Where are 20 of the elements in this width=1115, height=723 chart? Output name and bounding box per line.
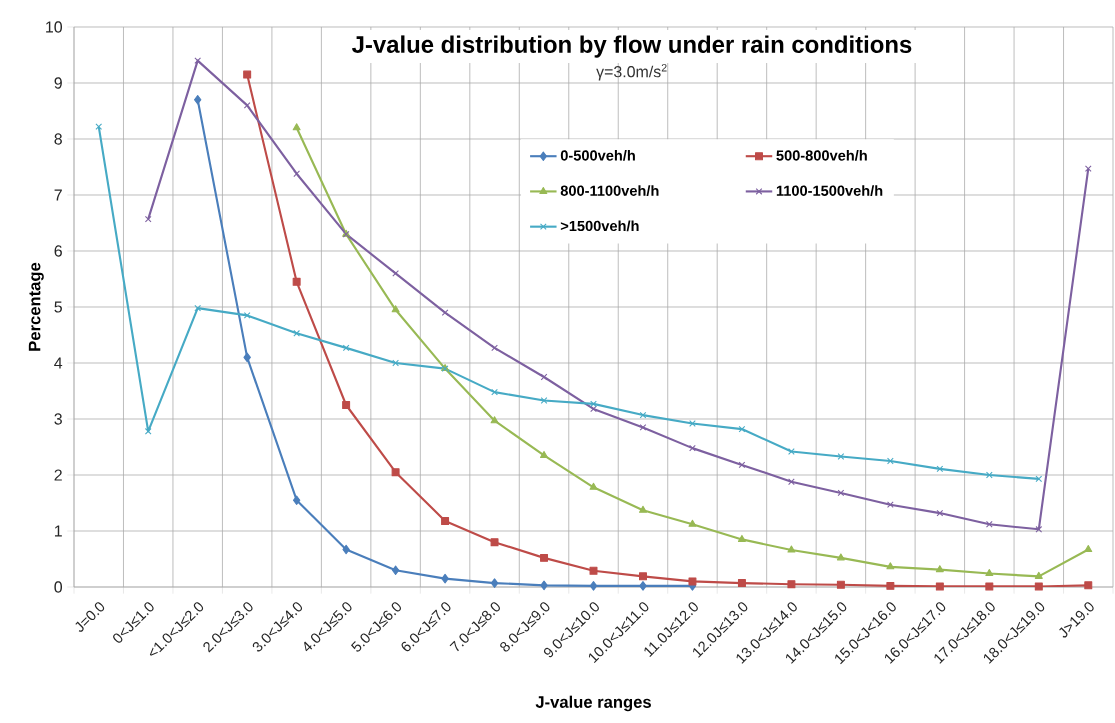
text: γ=3.0m/s$^{2}$ <box>596 63 667 81</box>
y-tick-label: 7 <box>54 189 62 201</box>
y-tick-label: 2 <box>54 469 62 481</box>
legend-label: 1100-1500veh/h <box>776 185 883 197</box>
legend-label: 500-800veh/h <box>776 149 867 161</box>
x-axis-title: J-value ranges <box>535 695 651 712</box>
legend-label: >1500veh/h <box>560 220 639 232</box>
y-tick-label: 8 <box>54 133 62 145</box>
y-axis-title: Percentage <box>28 262 44 351</box>
y-tick-label: 0 <box>54 581 63 593</box>
y-tick-label: 5 <box>54 301 62 313</box>
legend-label: 0-500veh/h <box>560 149 635 161</box>
legend-label: 800-1100veh/h <box>560 185 659 197</box>
y-tick-label: 1 <box>54 525 62 537</box>
y-tick-label: 3 <box>54 413 62 425</box>
chart-title: J-value distribution by flow under rain conditions <box>352 35 912 58</box>
y-tick-label: 4 <box>54 357 63 369</box>
y-tick-label: 10 <box>46 21 63 33</box>
y-tick-label: 6 <box>54 245 62 257</box>
y-tick-label: 9 <box>54 77 62 89</box>
